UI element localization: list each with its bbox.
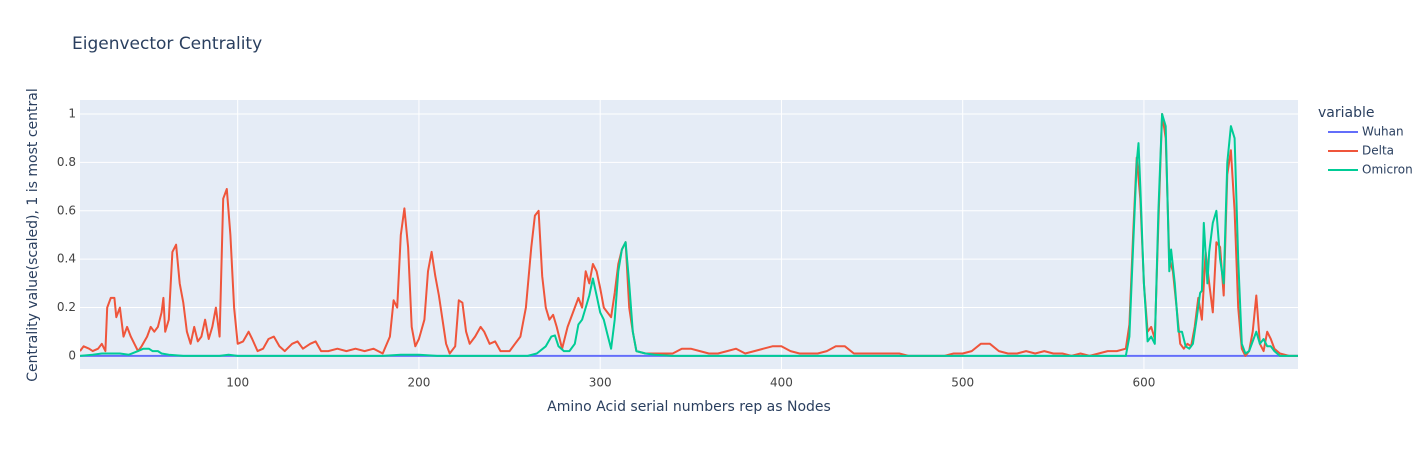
y-tick-label: 0.6 — [57, 203, 76, 217]
legend-title: variable — [1318, 105, 1374, 121]
y-axis-title: Centrality value(scaled), 1 is most cent… — [25, 88, 41, 381]
legend-label[interactable]: Delta — [1362, 144, 1394, 158]
series-line — [80, 113, 1298, 357]
y-tick-label: 1 — [68, 107, 76, 121]
legend-label[interactable]: Wuhan — [1362, 125, 1404, 139]
y-tick-label: 0.8 — [57, 155, 76, 169]
y-tick-label: 0.4 — [57, 252, 76, 266]
plot-area — [80, 100, 1298, 369]
series-line — [80, 113, 1298, 357]
x-tick-label: 200 — [407, 376, 430, 390]
x-tick-label: 400 — [770, 376, 793, 390]
y-tick-label: 0 — [68, 348, 76, 362]
chart-title: Eigenvector Centrality — [72, 34, 262, 54]
legend-label[interactable]: Omicron — [1362, 163, 1413, 177]
x-tick-label: 600 — [1132, 376, 1155, 390]
y-tick-label: 0.2 — [57, 300, 76, 314]
x-tick-label: 300 — [589, 376, 612, 390]
x-tick-label: 100 — [226, 376, 249, 390]
x-tick-label: 500 — [951, 376, 974, 390]
x-axis-title: Amino Acid serial numbers rep as Nodes — [547, 399, 831, 415]
